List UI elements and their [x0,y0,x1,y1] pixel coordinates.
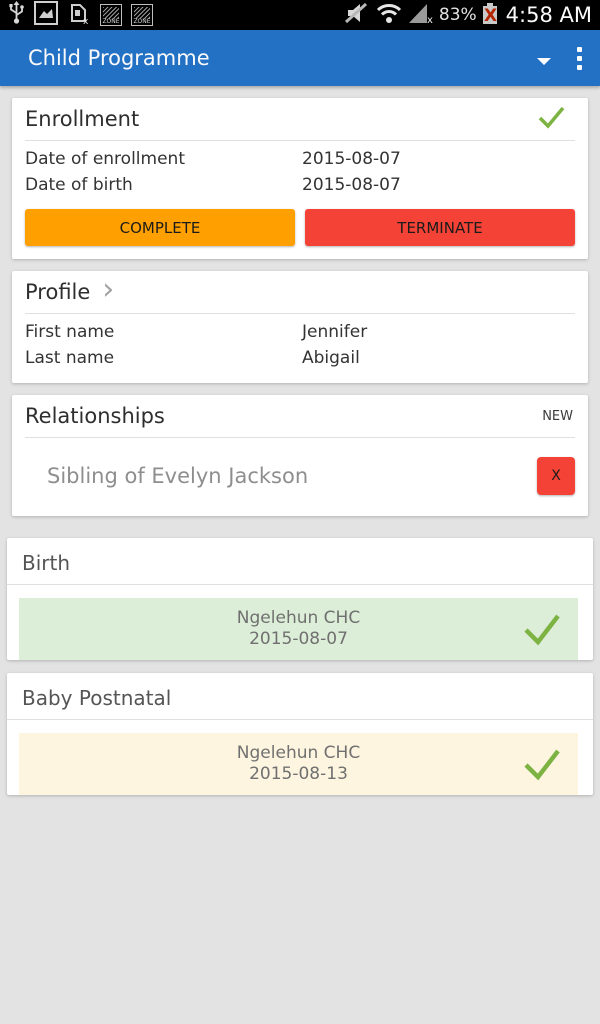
profile-title: Profile [25,280,91,304]
first-name-row: First name Jennifer [25,318,575,344]
relationship-list-item: Sibling of Evelyn Jackson X [25,438,575,516]
stage-title-birth: Birth [22,551,71,575]
svg-text:x: x [427,15,433,24]
chevron-right-icon: › [102,272,115,307]
status-bar-left-icons: x ZONE ZONE [8,1,153,29]
zone-app-icon: ZONE [100,4,122,26]
zone-app-icon: ZONE [131,4,153,26]
enrollment-date-row: Date of enrollment 2015-08-07 [25,145,575,171]
last-name-label: Last name [25,348,115,368]
event-row-baby-postnatal[interactable]: Ngelehun CHC 2015-08-13 [19,733,578,795]
enrollment-date-label: Date of enrollment [25,149,185,169]
event-row-birth[interactable]: Ngelehun CHC 2015-08-07 [19,598,578,660]
first-name-label: First name [25,322,115,342]
enrollment-card: Enrollment Date of enrollment 2015-08-07… [12,98,588,259]
divider [25,140,575,141]
divider [25,313,575,314]
battery-error-icon: X [482,1,498,29]
first-name-value[interactable]: Jennifer [302,322,368,342]
dropdown-caret-icon[interactable] [537,57,551,65]
enrollment-header: Enrollment [25,98,575,140]
status-bar: x ZONE ZONE [0,0,600,30]
event-complete-check-icon [520,747,564,785]
stage-card-baby-postnatal: Baby Postnatal Ngelehun CHC 2015-08-13 [7,673,593,795]
screenshot-icon [34,1,58,29]
birth-date-row: Date of birth 2015-08-07 [25,171,575,197]
relationships-card: Relationships NEW Sibling of Evelyn Jack… [12,395,588,516]
enrollment-date-value[interactable]: 2015-08-07 [302,149,401,169]
page-title: Child Programme [28,46,210,70]
relationships-title: Relationships [25,404,165,428]
profile-card: Profile › First name Jennifer Last name … [12,271,588,383]
content-area: Enrollment Date of enrollment 2015-08-07… [0,86,600,795]
divider [7,719,593,720]
relationship-text: Sibling of Evelyn Jackson [47,464,309,488]
event-date: 2015-08-07 [249,629,348,649]
stage-title-baby-postnatal: Baby Postnatal [22,686,172,710]
terminate-button[interactable]: TERMINATE [305,209,575,246]
action-bar: Child Programme [0,30,600,86]
profile-header[interactable]: Profile › [25,271,575,313]
battery-percent: 83% [438,5,477,25]
overflow-menu-icon[interactable] [573,45,586,72]
new-relationship-button[interactable]: NEW [542,408,573,424]
divider [25,437,575,438]
usb-icon [8,1,25,29]
svg-text:X: X [484,6,497,25]
enrollment-title: Enrollment [25,107,140,131]
event-org-unit: Ngelehun CHC [236,608,361,628]
signal-no-service-icon: x [408,2,434,28]
last-name-row: Last name Abigail [25,344,575,370]
birth-date-label: Date of birth [25,175,133,195]
status-bar-right: x 83% X 4:58 AM [344,1,592,29]
wifi-icon [375,2,403,28]
complete-button[interactable]: COMPLETE [25,209,295,246]
divider [7,584,593,585]
stage-card-birth: Birth Ngelehun CHC 2015-08-07 [7,538,593,660]
status-bar-time: 4:58 AM [505,3,592,27]
mute-icon [344,1,370,29]
sim-missing-icon: x [67,1,91,29]
event-date: 2015-08-13 [249,764,348,784]
birth-date-value[interactable]: 2015-08-07 [302,175,401,195]
delete-relationship-button[interactable]: X [537,457,575,495]
event-complete-check-icon [520,612,564,650]
event-org-unit: Ngelehun CHC [236,743,361,763]
last-name-value[interactable]: Abigail [302,348,360,368]
enrollment-complete-check-icon [535,104,567,134]
relationships-header: Relationships NEW [25,395,575,437]
svg-text:x: x [83,17,89,25]
